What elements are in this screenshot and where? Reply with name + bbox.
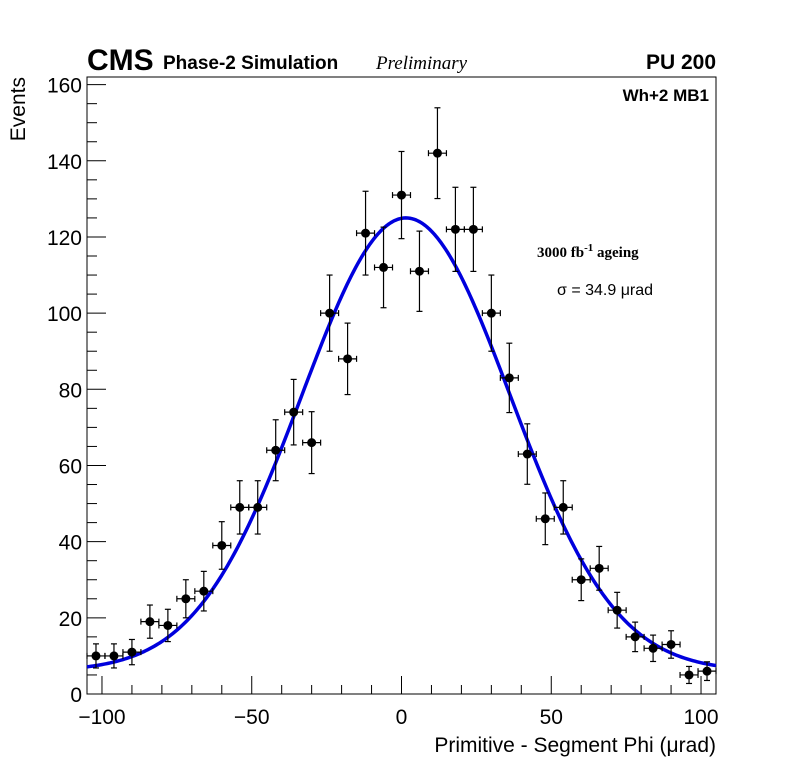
data-point [499, 342, 519, 414]
data-marker [271, 445, 281, 455]
data-marker [91, 651, 101, 661]
data-point [409, 230, 430, 312]
data-point [248, 480, 268, 535]
data-marker [666, 639, 676, 649]
data-marker [217, 540, 227, 550]
data-marker [397, 190, 406, 200]
y-tick-label: 80 [59, 379, 82, 402]
ageing-suffix: ageing [593, 245, 639, 261]
ageing-main: 3000 fb [537, 245, 584, 261]
data-point [194, 570, 214, 612]
data-marker [522, 449, 532, 459]
data-point [122, 638, 142, 666]
data-point [661, 630, 681, 659]
y-tick-label: 20 [59, 608, 82, 631]
data-marker [540, 514, 550, 524]
data-marker [630, 632, 640, 642]
data-point [445, 186, 465, 273]
data-point [320, 274, 340, 352]
data-marker [486, 308, 496, 318]
data-point [607, 591, 627, 629]
data-marker [181, 594, 191, 604]
data-marker [558, 502, 568, 512]
y-tick-label: 160 [47, 75, 82, 98]
data-point [427, 107, 448, 200]
data-point [535, 492, 555, 546]
data-point [517, 423, 537, 485]
data-marker [325, 308, 335, 318]
data-marker [702, 666, 712, 676]
y-tick-label: 60 [59, 455, 82, 478]
data-marker [199, 586, 209, 596]
data-point [302, 411, 322, 475]
data-point [697, 661, 717, 682]
data-point [625, 621, 645, 653]
x-tick-label: 0 [396, 706, 408, 729]
data-point [481, 274, 501, 352]
data-marker [379, 262, 389, 272]
data-point [338, 322, 358, 396]
x-tick-label: 50 [540, 706, 563, 729]
data-marker [504, 373, 514, 383]
y-tick-label: 40 [59, 532, 82, 555]
pileup-label: PU 200 [646, 51, 716, 74]
data-marker [307, 438, 317, 448]
data-point [391, 150, 412, 240]
data-marker [343, 354, 353, 364]
data-point [212, 521, 232, 570]
data-marker [576, 575, 586, 585]
data-point [589, 545, 609, 591]
data-marker [450, 224, 460, 234]
data-point [679, 665, 699, 685]
data-point [158, 608, 178, 643]
data-point [373, 226, 394, 309]
data-marker [414, 266, 424, 276]
data-point [284, 378, 304, 446]
x-axis-title: Primitive - Segment Phi (μrad) [434, 734, 716, 757]
data-point [104, 643, 124, 669]
data-marker [253, 502, 263, 512]
data-marker [594, 563, 604, 573]
data-marker [432, 148, 442, 158]
x-tick-label: −50 [234, 706, 270, 729]
y-tick-label: 120 [47, 227, 82, 250]
cms-label: CMS [87, 44, 154, 77]
y-tick-label: 0 [70, 684, 82, 707]
data-marker [468, 224, 478, 234]
phase2-label: Phase-2 Simulation [163, 53, 338, 74]
data-marker [612, 605, 622, 615]
data-point [553, 480, 573, 535]
x-tick-label: −100 [78, 706, 125, 729]
data-point [176, 579, 196, 619]
data-marker [289, 407, 299, 417]
y-tick-label: 100 [47, 303, 82, 326]
ageing-label: 3000 fb-1 ageing [537, 242, 639, 261]
data-marker [648, 643, 658, 653]
preliminary-label: Preliminary [375, 53, 468, 74]
data-marker [109, 651, 119, 661]
data-point [140, 604, 160, 639]
y-axis-title: Events [7, 77, 30, 141]
station-label: Wh+2 MB1 [623, 86, 709, 105]
data-marker [361, 228, 371, 238]
y-tick-label: 140 [47, 151, 82, 174]
data-marker [163, 620, 173, 630]
x-tick-label: 100 [684, 706, 719, 729]
data-point [230, 480, 250, 535]
data-point [463, 186, 483, 273]
data-marker [235, 502, 245, 512]
data-point [266, 419, 286, 482]
data-point [571, 558, 591, 602]
ageing-exponent: -1 [584, 242, 593, 254]
data-point [355, 190, 376, 276]
data-marker [145, 617, 155, 627]
sigma-label: σ = 34.9 μrad [557, 282, 653, 299]
data-marker [684, 670, 694, 680]
data-marker [127, 647, 137, 657]
